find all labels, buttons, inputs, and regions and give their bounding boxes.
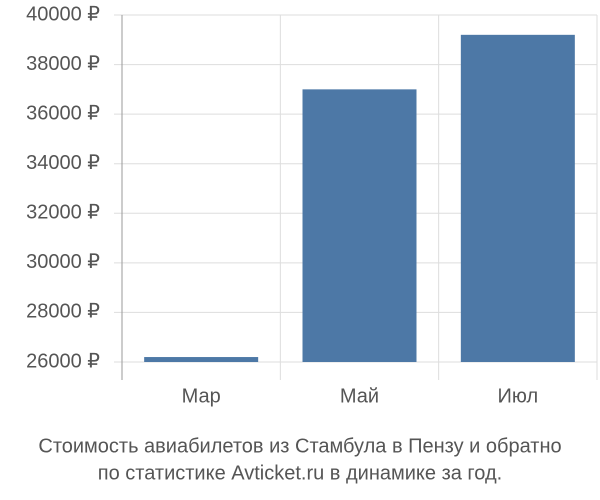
bar [144, 357, 259, 362]
y-tick-label: 40000 ₽ [26, 3, 100, 25]
x-tick-label: Май [340, 385, 379, 407]
y-tick-label: 30000 ₽ [26, 251, 100, 273]
y-tick-label: 32000 ₽ [26, 202, 100, 224]
y-tick-label: 38000 ₽ [26, 53, 100, 75]
chart-title: по статистике Avticket.ru в динамике за … [98, 462, 502, 484]
y-tick-label: 28000 ₽ [26, 301, 100, 323]
y-tick-label: 36000 ₽ [26, 102, 100, 124]
bar [302, 89, 417, 362]
y-tick-label: 34000 ₽ [26, 152, 100, 174]
x-tick-label: Июл [498, 385, 539, 407]
x-tick-label: Мар [182, 385, 221, 407]
bar [460, 34, 575, 362]
y-tick-label: 26000 ₽ [26, 350, 100, 372]
chart-title: Стоимость авиабилетов из Стамбула в Пенз… [38, 435, 561, 457]
